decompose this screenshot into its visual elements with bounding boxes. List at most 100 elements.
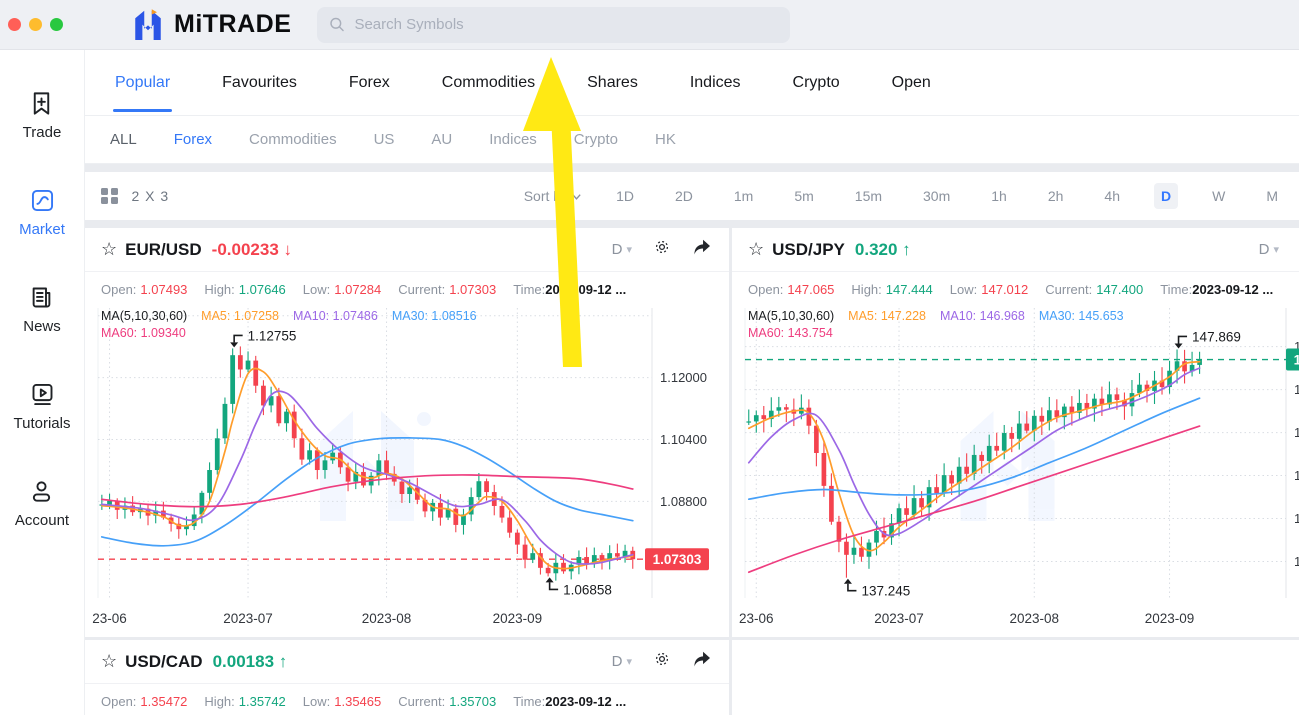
ma-line-ma10 xyxy=(100,390,634,565)
change-value: 0.00183 ↑ xyxy=(212,651,288,671)
sidebar-item-trade[interactable]: Trade xyxy=(23,90,61,141)
candlestick-chart[interactable]: 1.12000 1.10400 1.08800 23-06 2023-07 2023-08… xyxy=(85,306,729,637)
sidebar-item-news[interactable]: News xyxy=(23,284,61,335)
timeframe-15m[interactable]: 15m xyxy=(854,188,883,204)
change-value: 0.320 ↑ xyxy=(854,239,911,259)
share-icon[interactable] xyxy=(692,651,711,673)
timeframe-1m[interactable]: 1m xyxy=(733,188,754,204)
timeframe-bar: Sort by 1D 2D 1m 5m 15m 30m 1h 2h 4h D W M xyxy=(524,183,1285,209)
news-icon xyxy=(33,287,51,308)
panel-timeframe-value: D xyxy=(611,241,623,258)
symbol-name: USD/JPY xyxy=(772,239,845,259)
ohlc-open: Open: 147.065 xyxy=(748,281,835,297)
timeframe-d[interactable]: D xyxy=(1153,183,1179,209)
traffic-light-minimize[interactable] xyxy=(29,18,42,31)
panel-header: ☆ EUR/USD -0.00233 ↓ D ▾ xyxy=(85,228,729,272)
ohlc-row: Open: 1.35472 High: 1.35742 Low: 1.35465 Curre… xyxy=(85,684,729,715)
ohlc-row: Open: 147.065 High: 147.444 Low: 147.012 Curre… xyxy=(732,272,1299,306)
timeframe-5m[interactable]: 5m xyxy=(794,188,814,204)
subtab-indices[interactable]: Indices xyxy=(489,131,537,148)
change-value: -0.00233 ↓ xyxy=(211,239,292,259)
y-axis-label: 1.08800 xyxy=(660,494,707,509)
sidebar-item-account[interactable]: Account xyxy=(15,478,69,529)
timeframe-30m[interactable]: 30m xyxy=(923,188,951,204)
panel-timeframe-dropdown[interactable]: D ▾ xyxy=(612,653,632,670)
sort-by-dropdown[interactable]: Sort by xyxy=(524,188,582,204)
favourite-star-icon[interactable]: ☆ xyxy=(101,651,118,671)
y-axis-label: 138.000 xyxy=(1294,554,1299,569)
candlestick-chart[interactable]: 148.000 146.000 144.000 142.000 140.000 138.0… xyxy=(732,306,1299,637)
tab-open[interactable]: Open xyxy=(891,73,931,91)
ohlc-low: Low: 1.07284 xyxy=(302,281,382,297)
timeframe-2h[interactable]: 2h xyxy=(1047,188,1064,204)
svg-text:147.869: 147.869 xyxy=(1192,329,1241,344)
subtab-hk[interactable]: HK xyxy=(654,131,676,148)
sidebar-item-market[interactable]: Market xyxy=(19,187,65,238)
search-input[interactable] xyxy=(354,16,779,33)
high-annotation: 147.869 xyxy=(1174,329,1241,349)
tab-crypto[interactable]: Crypto xyxy=(792,73,840,91)
timeframe-w[interactable]: W xyxy=(1212,188,1226,204)
tab-shares[interactable]: Shares xyxy=(587,73,638,91)
chart-area: 1.12000 1.10400 1.08800 23-06 2023-07 2023-08… xyxy=(85,306,729,637)
favourite-star-icon[interactable]: ☆ xyxy=(101,239,118,259)
ohlc-current: Current: 1.07303 xyxy=(398,281,497,297)
caret-down-icon: ▾ xyxy=(1273,244,1279,256)
settings-gear-icon[interactable] xyxy=(653,650,671,673)
timeframe-1d[interactable]: 1D xyxy=(616,188,634,204)
traffic-light-close[interactable] xyxy=(8,18,21,31)
chart-panel-usd-jpy: ☆ USD/JPY 0.320 ↑ D ▾ Open: 147.065 High: 147.44… xyxy=(732,228,1299,637)
favourite-star-icon[interactable]: ☆ xyxy=(748,239,765,259)
subtab-au[interactable]: AU xyxy=(431,131,453,148)
subtab-forex[interactable]: Forex xyxy=(173,131,213,148)
ohlc-high: High: 1.07646 xyxy=(204,281,286,297)
ma-line-ma60 xyxy=(747,425,1201,574)
mitrade-logo-icon xyxy=(135,8,161,40)
time-field: Time:2023-09-12 ... xyxy=(513,281,627,297)
window-titlebar: MiTRADE xyxy=(0,0,1299,50)
share-icon[interactable] xyxy=(692,239,711,261)
tab-popular[interactable]: Popular xyxy=(113,52,173,114)
panel-timeframe-dropdown[interactable]: D ▾ xyxy=(1259,241,1279,258)
grid-layout-icon[interactable] xyxy=(101,187,118,205)
svg-text:1.12755: 1.12755 xyxy=(248,328,297,343)
symbol-search[interactable] xyxy=(317,6,791,43)
search-icon xyxy=(330,17,345,32)
timeframe-m[interactable]: M xyxy=(1266,188,1278,204)
sidebar-nav: Trade Market News Tutorials Account xyxy=(0,50,85,715)
tutorials-icon xyxy=(32,383,52,406)
subtab-crypto[interactable]: Crypto xyxy=(573,131,618,148)
traffic-light-zoom[interactable] xyxy=(50,18,63,31)
ma-line-ma30 xyxy=(100,436,634,547)
ohlc-high: High: 147.444 xyxy=(851,281,933,297)
ohlc-high: High: 1.35742 xyxy=(204,693,286,709)
trade-icon xyxy=(34,92,50,115)
ma-line-ma30 xyxy=(747,397,1201,501)
timeframe-2d[interactable]: 2D xyxy=(674,188,693,204)
panel-timeframe-dropdown[interactable]: D ▾ xyxy=(612,241,632,258)
tab-commodities[interactable]: Commodities xyxy=(441,73,536,91)
tab-indices[interactable]: Indices xyxy=(689,73,741,91)
subtab-commodities[interactable]: Commodities xyxy=(249,131,337,148)
settings-gear-icon[interactable] xyxy=(653,238,671,261)
panel-controls: D ▾ xyxy=(1259,238,1299,261)
sidebar-item-tutorials[interactable]: Tutorials xyxy=(14,381,70,432)
ohlc-open: Open: 1.07493 xyxy=(101,281,188,297)
timeframe-4h[interactable]: 4h xyxy=(1104,188,1120,204)
grid-layout-label[interactable]: 2 X 3 xyxy=(131,188,170,204)
chart-panel-empty xyxy=(732,640,1299,715)
x-axis-label: 2023-09 xyxy=(1145,611,1195,626)
subtab-us[interactable]: US xyxy=(373,131,395,148)
y-axis-label: 140.000 xyxy=(1294,511,1299,526)
tab-forex[interactable]: Forex xyxy=(348,73,390,91)
timeframe-1h[interactable]: 1h xyxy=(991,188,1007,204)
x-axis-label: 2023-08 xyxy=(1010,611,1060,626)
sidebar-item-label: Market xyxy=(19,221,65,238)
panel-timeframe-value: D xyxy=(611,653,623,670)
tab-favourites[interactable]: Favourites xyxy=(222,73,297,91)
chevron-down-icon xyxy=(572,193,581,200)
watermark-logo xyxy=(960,411,1072,521)
primary-tabs: Popular Favourites Forex Commodities Shares I… xyxy=(85,50,1299,116)
panel-header: ☆ USD/JPY 0.320 ↑ D ▾ xyxy=(732,228,1299,272)
subtab-all[interactable]: ALL xyxy=(110,131,137,148)
